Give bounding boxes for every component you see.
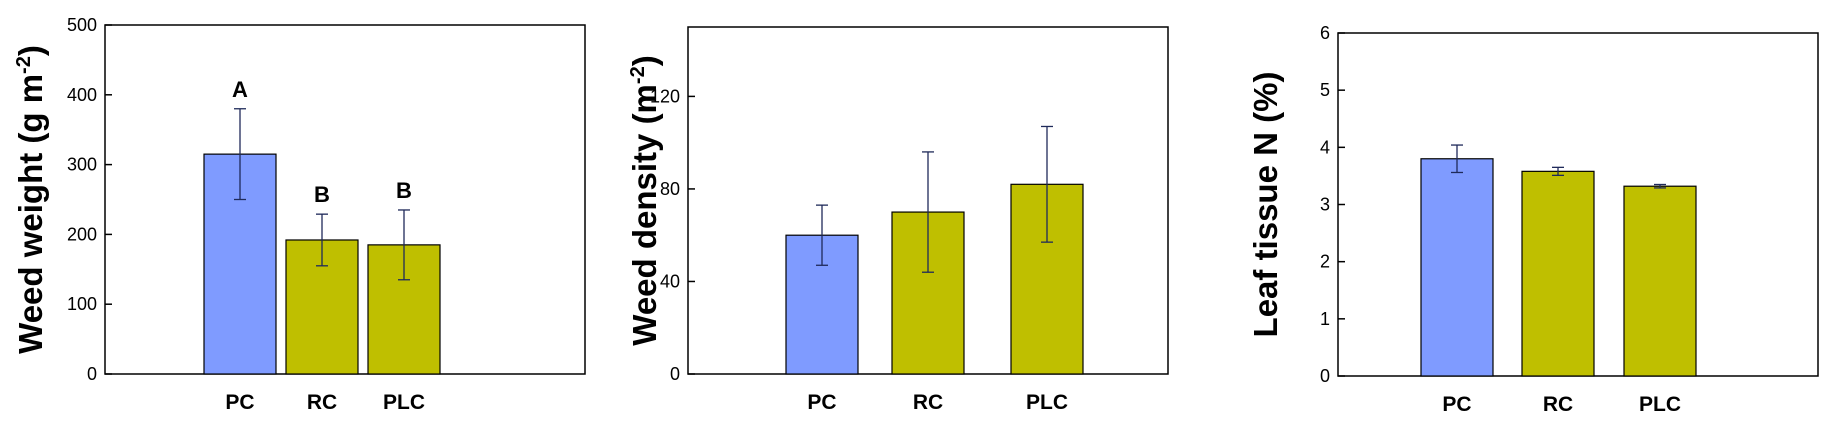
y-tick-label: 40 (660, 271, 680, 291)
significance-letter: A (232, 77, 248, 102)
y-axis-label: Weed weight (g m-2) (12, 45, 49, 354)
x-category-label: RC (913, 391, 943, 414)
error-bar-pc (1451, 144, 1463, 174)
y-tick-label: 80 (660, 179, 680, 199)
x-category-label: PC (1442, 393, 1471, 416)
y-tick-label: 120 (650, 86, 680, 106)
error-bar-rc (316, 213, 328, 267)
x-category-label: PC (807, 391, 836, 414)
y-tick-label: 0 (1320, 366, 1330, 386)
y-axis-label: Leaf tissue N (%) (1247, 72, 1284, 338)
bar-pc (1420, 158, 1494, 377)
bar-rc (1521, 170, 1595, 377)
y-tick-label: 6 (1320, 23, 1330, 43)
error-bar-plc (1041, 125, 1053, 243)
y-tick-label: 300 (67, 155, 97, 175)
chart-panel-1: 0 100 200 300 400 500 Weed weight (g m-2) A PC B R… (12, 15, 586, 414)
y-tick-label: 3 (1320, 195, 1330, 215)
y-tick-label: 1 (1320, 309, 1330, 329)
y-tick-label: 500 (67, 15, 97, 35)
x-category-label: RC (1543, 393, 1573, 416)
y-tick-label: 200 (67, 224, 97, 244)
y-tick-label: 4 (1320, 137, 1330, 157)
y-tick-label: 100 (67, 294, 97, 314)
significance-letter: B (314, 182, 330, 207)
error-bar-rc (1552, 166, 1564, 176)
chart-panel-3: 0 1 2 3 4 5 6 Leaf tissue N (%) PC RC PLC (1247, 23, 1819, 416)
y-axis-label: Weed density (m-2) (626, 55, 663, 345)
error-bar-plc (1654, 183, 1666, 189)
y-tick-label: 5 (1320, 80, 1330, 100)
y-tick-label: 0 (87, 364, 97, 384)
y-tick-label: 2 (1320, 252, 1330, 272)
x-category-label: PLC (1639, 393, 1681, 416)
x-category-label: PLC (383, 391, 425, 414)
error-bar-rc (922, 151, 934, 273)
x-category-label: RC (307, 391, 337, 414)
x-category-label: PC (225, 391, 254, 414)
x-category-label: PLC (1026, 391, 1068, 414)
bar-plc (1623, 185, 1697, 377)
y-tick-label: 400 (67, 85, 97, 105)
significance-letter: B (396, 178, 412, 203)
error-bar-pc (816, 204, 828, 266)
y-tick-label: 0 (670, 364, 680, 384)
error-bar-plc (398, 209, 410, 281)
error-bar-pc (234, 108, 246, 201)
